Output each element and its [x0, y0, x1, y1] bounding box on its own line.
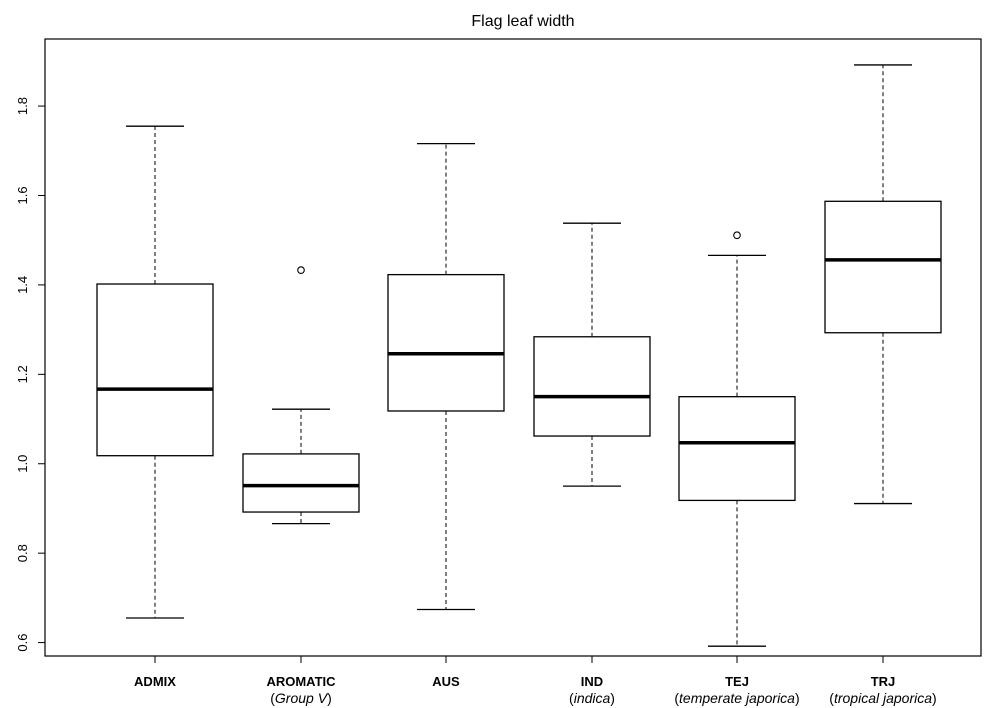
iqr-box — [96, 283, 214, 457]
outlier-point — [297, 266, 305, 275]
box-aus — [387, 142, 505, 611]
sublabel-group: indica — [574, 690, 611, 706]
x-tick-label: AUS — [432, 674, 460, 689]
box-admix — [96, 125, 214, 619]
sublabel-close: ) — [610, 690, 615, 706]
sublabel-open: ( — [674, 690, 679, 706]
iqr-box — [678, 396, 796, 502]
sublabel-group: temperate japorica — [679, 690, 795, 706]
box-ind — [533, 222, 651, 487]
x-tick-label: TEJ — [725, 674, 749, 689]
y-tick-label: 1.4 — [15, 276, 30, 294]
y-axis: 0.6 0.8 1.0 1.2 1.4 1.6 1.8 — [15, 97, 45, 652]
x-axis: ADMIX AROMATIC(Group V)AUS IND(indica)TEJ(… — [134, 656, 937, 706]
box-tej — [678, 231, 796, 647]
x-tick-sublabel: (temperate japorica) — [674, 690, 799, 706]
y-tick-label: 1.6 — [15, 186, 30, 204]
iqr-box — [824, 200, 942, 334]
iqr-box — [242, 453, 360, 513]
box-aromatic — [242, 266, 360, 525]
sublabel-group: tropical japorica — [834, 690, 932, 706]
x-tick-label: IND — [581, 674, 603, 689]
plot-frame — [44, 38, 982, 657]
x-tick-sublabel: (Group V) — [270, 690, 331, 706]
x-tick-label: ADMIX — [134, 674, 176, 689]
y-tick-label: 0.8 — [15, 544, 30, 562]
outlier-point — [733, 231, 741, 240]
iqr-box — [533, 336, 651, 437]
y-tick-label: 1.2 — [15, 365, 30, 383]
sublabel-close: ) — [795, 690, 800, 706]
x-tick-label: AROMATIC — [266, 674, 336, 689]
sublabel-open: ( — [829, 690, 834, 706]
sublabel-close: ) — [932, 690, 937, 706]
x-tick-sublabel: (indica) — [569, 690, 615, 706]
chart-title: Flag leaf width — [471, 13, 574, 30]
sublabel-open: ( — [569, 690, 574, 706]
sublabel-group: Group V — [275, 690, 329, 706]
sublabel-open: ( — [270, 690, 275, 706]
box-trj — [824, 64, 942, 505]
y-tick-label: 1.8 — [15, 97, 30, 115]
y-tick-label: 0.6 — [15, 634, 30, 652]
iqr-box — [387, 273, 505, 412]
x-tick-sublabel: (tropical japorica) — [829, 690, 936, 706]
box-series — [96, 64, 942, 647]
sublabel-close: ) — [327, 690, 332, 706]
y-tick-label: 1.0 — [15, 455, 30, 473]
x-tick-label: TRJ — [871, 674, 896, 689]
